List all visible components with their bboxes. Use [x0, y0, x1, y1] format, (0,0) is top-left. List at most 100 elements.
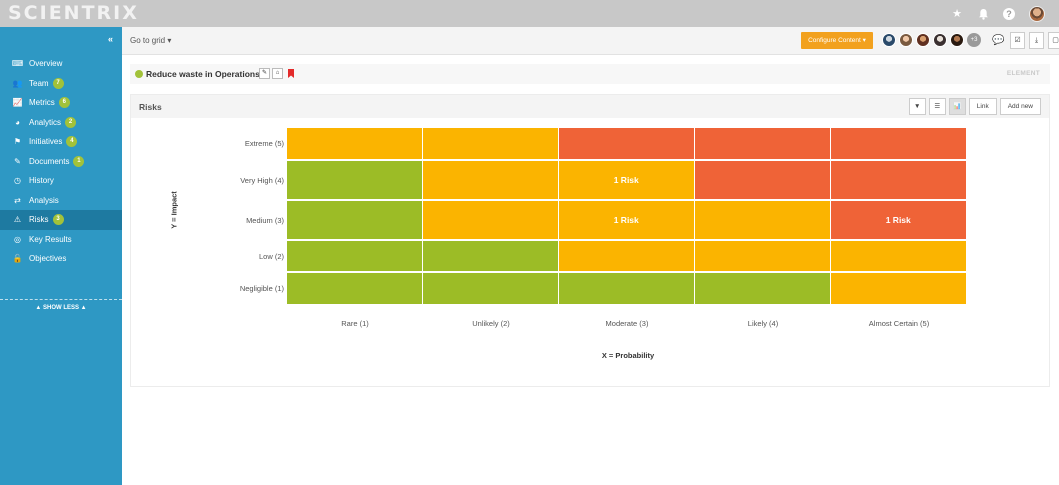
- edit-icon[interactable]: ✎: [259, 68, 270, 79]
- risk-cell[interactable]: [423, 200, 558, 239]
- sidebar-item-overview[interactable]: ⌨ Overview: [0, 54, 122, 74]
- sidebar-item-key-results[interactable]: ◎ Key Results: [0, 230, 122, 250]
- sidebar-item-metrics[interactable]: 📈 Metrics 6: [0, 93, 122, 113]
- status-dot: [135, 70, 143, 78]
- app-logo[interactable]: SCIENTRIX: [8, 2, 139, 24]
- risk-matrix: 1 Risk 1 Risk 1 Risk: [287, 128, 969, 307]
- avatar[interactable]: [916, 33, 930, 47]
- sidebar-item-analytics[interactable]: ◕ Analytics 2: [0, 113, 122, 133]
- sidebar-item-history[interactable]: ◷ History: [0, 171, 122, 191]
- sidebar-item-label: Key Results: [29, 234, 72, 244]
- y-axis-title: Y = Impact: [169, 191, 179, 229]
- collapse-sidebar-icon[interactable]: «: [107, 34, 113, 44]
- risk-cell[interactable]: [287, 128, 422, 159]
- risk-cell[interactable]: [423, 240, 558, 271]
- sidebar-item-analysis[interactable]: ⇄ Analysis: [0, 191, 122, 211]
- risk-cell[interactable]: [695, 128, 830, 159]
- risk-cell[interactable]: [831, 240, 966, 271]
- risk-cell[interactable]: [831, 160, 966, 199]
- add-new-button[interactable]: Add new: [999, 98, 1041, 115]
- sidebar-item-label: Risks: [29, 215, 49, 225]
- comment-icon[interactable]: 💬: [992, 35, 1005, 46]
- initiatives-icon: ⚑: [13, 137, 22, 147]
- risk-cell[interactable]: [559, 272, 694, 304]
- star-icon[interactable]: ★: [952, 7, 962, 20]
- avatar[interactable]: [950, 33, 964, 47]
- risk-cell[interactable]: 1 Risk: [559, 200, 694, 239]
- sidebar-item-documents[interactable]: ✎ Documents 1: [0, 152, 122, 172]
- count-badge: 1: [73, 155, 85, 167]
- more-avatars-badge[interactable]: +3: [967, 33, 981, 47]
- sidebar-item-label: Metrics: [29, 98, 55, 108]
- home-icon[interactable]: ⌂: [272, 68, 283, 79]
- avatar[interactable]: [899, 33, 913, 47]
- go-to-grid-link[interactable]: Go to grid ▾: [130, 36, 172, 45]
- objectives-icon: 🔓: [12, 254, 23, 264]
- sidebar-divider: [0, 299, 122, 300]
- count-badge: 3: [52, 214, 64, 226]
- risk-cell[interactable]: [695, 200, 830, 239]
- y-tick-label: Very High (4): [240, 175, 284, 185]
- element-title: Reduce waste in Operations: [146, 69, 260, 79]
- show-less-button[interactable]: ▲ SHOW LESS ▲: [35, 305, 87, 311]
- documents-icon: ✎: [14, 156, 21, 166]
- download-button[interactable]: ⤓: [1029, 32, 1044, 49]
- sidebar-item-team[interactable]: 👥 Team 7: [0, 74, 122, 94]
- sidebar-item-label: Analysis: [29, 195, 59, 205]
- risk-cell[interactable]: [287, 200, 422, 239]
- risk-cell[interactable]: [287, 272, 422, 304]
- metrics-icon: 📈: [12, 98, 23, 108]
- chart-view-icon[interactable]: 📊: [948, 98, 966, 115]
- risk-cell[interactable]: [287, 240, 422, 271]
- risk-cell[interactable]: [287, 160, 422, 199]
- filter-icon[interactable]: ▼: [908, 98, 926, 115]
- risk-cell[interactable]: [831, 272, 966, 304]
- overview-icon: ⌨: [11, 59, 24, 69]
- bookmark-icon[interactable]: [288, 69, 294, 78]
- analytics-icon: ◕: [15, 117, 20, 127]
- top-bar: SCIENTRIX ★ ?: [0, 0, 1059, 27]
- team-icon: 👥: [12, 78, 23, 88]
- bell-icon[interactable]: [977, 8, 989, 20]
- risk-cell[interactable]: [831, 128, 966, 159]
- count-badge: 4: [66, 136, 78, 148]
- risk-cell[interactable]: 1 Risk: [831, 200, 966, 239]
- sidebar-item-label: Objectives: [29, 254, 67, 264]
- help-icon[interactable]: ?: [1003, 7, 1015, 20]
- user-avatar[interactable]: [1029, 5, 1045, 22]
- sidebar-item-objectives[interactable]: 🔓 Objectives: [0, 249, 122, 269]
- risk-cell[interactable]: [423, 160, 558, 199]
- risk-cell[interactable]: [695, 160, 830, 199]
- element-type-label: ELEMENT: [1006, 70, 1040, 77]
- risk-cell[interactable]: [559, 240, 694, 271]
- sidebar-item-initiatives[interactable]: ⚑ Initiatives 4: [0, 132, 122, 152]
- check-button[interactable]: ☑: [1010, 32, 1025, 49]
- count-badge: 2: [65, 116, 77, 128]
- risk-cell[interactable]: [559, 128, 694, 159]
- avatar[interactable]: [882, 33, 896, 47]
- list-view-icon[interactable]: ☰: [928, 98, 946, 115]
- risk-cell[interactable]: [695, 240, 830, 271]
- sidebar-item-label: History: [29, 176, 54, 186]
- x-axis-title: X = Probability: [601, 351, 655, 360]
- x-tick-label: Moderate (3): [605, 319, 649, 328]
- risk-cell[interactable]: [695, 272, 830, 304]
- risk-cell[interactable]: 1 Risk: [559, 160, 694, 199]
- x-tick-label: Rare (1): [341, 319, 369, 328]
- sidebar-item-risks[interactable]: ⚠ Risks 3: [0, 210, 122, 230]
- risk-cell[interactable]: [423, 128, 558, 159]
- note-button[interactable]: ▢: [1048, 32, 1059, 49]
- avatar[interactable]: [933, 33, 947, 47]
- history-icon: ◷: [14, 176, 21, 186]
- key-results-icon: ◎: [14, 234, 21, 244]
- configure-content-button[interactable]: Configure Content ▾: [801, 32, 873, 49]
- sidebar-item-label: Overview: [29, 59, 63, 69]
- content-header: Go to grid ▾ Configure Content ▾ +3 💬 ☑ …: [122, 27, 1059, 55]
- sidebar-item-label: Documents: [29, 156, 70, 166]
- risks-panel-title: Risks: [139, 102, 162, 112]
- risk-cell[interactable]: [423, 272, 558, 304]
- link-button[interactable]: Link: [968, 98, 997, 115]
- y-tick-label: Low (2): [258, 251, 284, 261]
- collaborator-avatars: +3: [882, 33, 981, 47]
- sidebar: « ⌨ Overview 👥 Team 7 📈 Metrics 6 ◕ Analytics 2 ⚑ In…: [0, 27, 122, 485]
